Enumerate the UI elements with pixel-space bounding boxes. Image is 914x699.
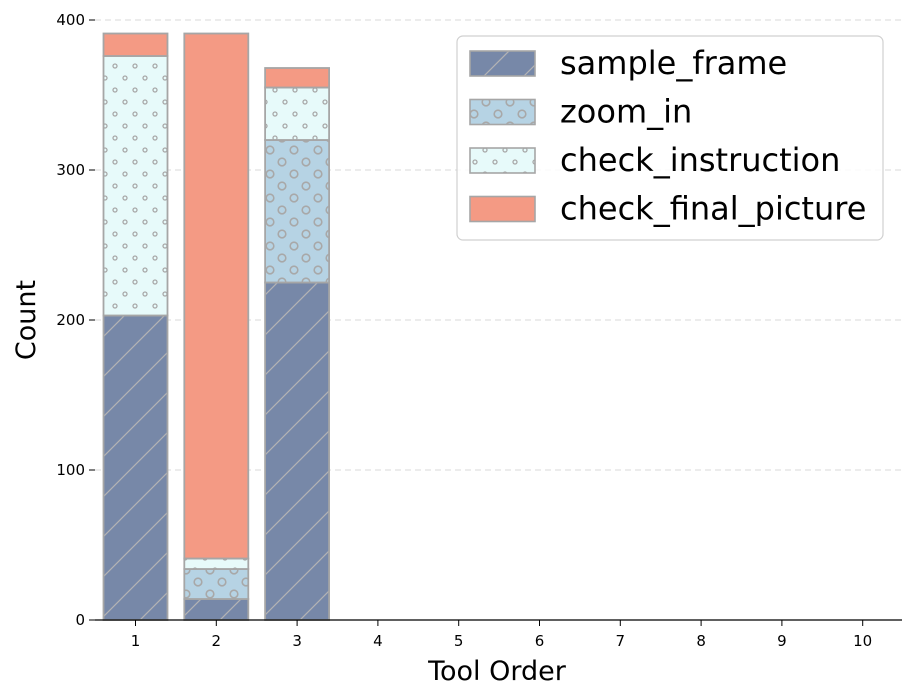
bar-zoom-in-3 — [264, 139, 331, 284]
legend-swatch-outline — [469, 195, 536, 223]
x-tick-label: 1 — [131, 632, 141, 650]
y-tick-label: 100 — [56, 461, 85, 479]
bars — [102, 32, 331, 621]
legend-entry-sample-frame: sample_frame — [469, 44, 787, 82]
x-tick-label: 7 — [616, 632, 626, 650]
x-axis-label: Tool Order — [427, 656, 567, 687]
bar-outline — [264, 67, 331, 89]
x-tick-label: 2 — [212, 632, 222, 650]
legend-label: check_final_picture — [560, 190, 866, 228]
bar-outline — [183, 32, 250, 560]
bar-hatch — [103, 56, 168, 316]
y-tick-label: 200 — [56, 311, 85, 329]
bar-check-final-picture-2 — [183, 32, 250, 560]
bar-outline — [102, 32, 169, 57]
bar-hatch — [184, 569, 249, 599]
y-tick-label: 0 — [75, 611, 85, 629]
bar-check-instruction-2 — [183, 557, 250, 570]
x-tick-label: 3 — [292, 632, 302, 650]
legend-swatch-outline — [469, 98, 536, 126]
bar-check-final-picture-1 — [102, 32, 169, 57]
legend-entry-check-instruction: check_instruction — [469, 141, 840, 179]
bar-zoom-in-2 — [183, 568, 250, 600]
legend-swatch — [470, 196, 535, 222]
bar-sample-frame-3 — [264, 281, 331, 621]
bar-hatch — [184, 599, 249, 620]
legend-entry-zoom-in: zoom_in — [469, 93, 692, 131]
x-tick-label: 4 — [373, 632, 383, 650]
x-tick-label: 6 — [535, 632, 545, 650]
bar-fill — [184, 33, 249, 559]
legend-swatch-outline — [469, 50, 536, 77]
bar-fill — [265, 68, 330, 88]
legend-swatch-hatch — [470, 51, 535, 76]
bar-fill — [103, 33, 168, 56]
x-tick-label: 8 — [696, 632, 706, 650]
legend-frame — [456, 35, 884, 241]
bar-check-final-picture-3 — [264, 67, 331, 89]
bar-sample-frame-1 — [102, 314, 169, 621]
bar-hatch — [265, 140, 330, 283]
x-tick-label: 5 — [454, 632, 464, 650]
legend-label: zoom_in — [560, 93, 692, 131]
bar-hatch — [184, 558, 249, 569]
legend-swatch-outline — [469, 147, 536, 174]
legend-label: check_instruction — [560, 141, 840, 179]
legend-entry-check-final-picture: check_final_picture — [469, 190, 866, 228]
x-tick-label: 9 — [777, 632, 787, 650]
x-tick-label: 10 — [853, 632, 872, 650]
legend: sample_frame zoom_in check_instructionchec… — [456, 35, 884, 241]
y-axis-label: Count — [11, 280, 42, 360]
bar-hatch — [103, 315, 168, 620]
legend-swatch-hatch — [470, 99, 535, 125]
axes: 0 100 200 300 400 1 2 3 4 5 6 7 8 9 10 — [56, 11, 902, 650]
bar-hatch — [265, 87, 330, 140]
legend-label: sample_frame — [560, 44, 787, 82]
y-tick-label: 400 — [56, 11, 85, 29]
bar-check-instruction-3 — [264, 86, 331, 141]
bar-check-instruction-1 — [102, 55, 169, 317]
bar-sample-frame-2 — [183, 598, 250, 621]
y-tick-label: 300 — [56, 161, 85, 179]
legend-swatch-hatch — [470, 148, 535, 173]
bar-hatch — [265, 282, 330, 620]
